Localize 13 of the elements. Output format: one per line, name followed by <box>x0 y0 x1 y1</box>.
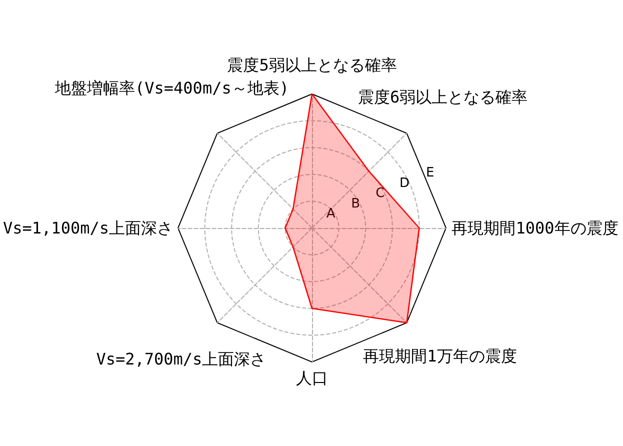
spoke-label: Vs=2,700m/s上面深さ <box>96 349 266 368</box>
y-tick-label: A <box>326 206 336 222</box>
y-tick-label: D <box>399 176 410 191</box>
spoke-label: 震度5弱以上となる確率 <box>227 56 397 74</box>
spoke-label: 地盤増幅率(Vs=400m/s～地表) <box>54 78 289 98</box>
y-tick-label: B <box>351 196 360 212</box>
spoke-label: 再現期間1万年の震度 <box>363 346 517 366</box>
spoke-label: 再現期間1000年の震度 <box>452 218 618 238</box>
y-tick-label: E <box>426 166 434 181</box>
spoke-label: 震度6弱以上となる確率 <box>358 88 528 107</box>
y-tick-label: C <box>376 186 385 202</box>
spoke-label: Vs=1,100m/s上面深さ <box>3 218 173 238</box>
spoke-label: 人口 <box>296 368 328 388</box>
